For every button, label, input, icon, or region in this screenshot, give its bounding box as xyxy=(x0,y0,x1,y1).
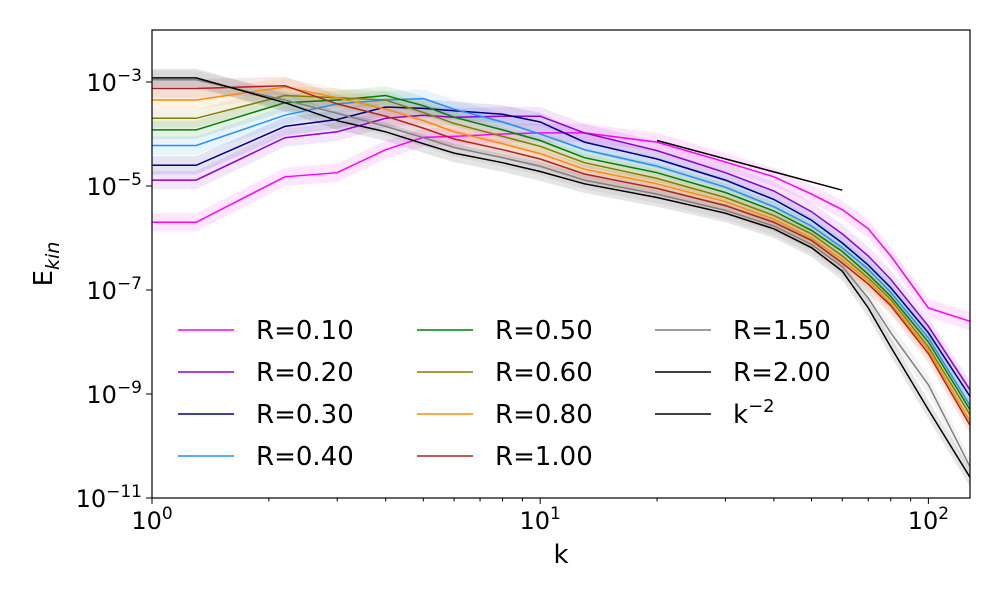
x-axis-ticks: 100 101 102 xyxy=(131,498,949,535)
reference-line-group xyxy=(656,139,843,191)
series-line-8 xyxy=(152,84,971,426)
x-tick-label: 102 xyxy=(908,504,949,535)
legend-ref-exponent: −2 xyxy=(748,396,775,417)
y-tick-base: 10 xyxy=(86,381,117,409)
series-line-10 xyxy=(152,77,971,478)
y-tick-label: 10−7 xyxy=(86,274,142,305)
y-tick-base: 10 xyxy=(86,69,117,97)
y-tick-label: 10−5 xyxy=(86,170,142,201)
y-tick-base: 10 xyxy=(86,277,117,305)
y-tick-exponent: −5 xyxy=(117,170,142,190)
legend-ref-base: k xyxy=(733,400,748,430)
legend-label-3: R=0.30 xyxy=(256,400,354,430)
x-tick-exponent: 2 xyxy=(938,504,949,524)
legend-label-6: R=0.60 xyxy=(495,358,593,388)
band-1 xyxy=(152,123,970,331)
series-line-2 xyxy=(152,114,971,391)
y-tick-exponent: −3 xyxy=(117,66,142,86)
y-tick-label: 10−3 xyxy=(86,66,142,97)
x-tick-label: 101 xyxy=(520,504,561,535)
y-tick-exponent: −11 xyxy=(106,482,142,502)
legend-label-5: R=0.50 xyxy=(495,316,593,346)
x-tick-exponent: 1 xyxy=(550,504,561,524)
reference-line-k-2 xyxy=(656,139,843,191)
series-lines xyxy=(152,77,971,478)
x-tick-base: 10 xyxy=(520,507,551,535)
y-tick-base: 10 xyxy=(86,173,117,201)
legend-label-8: R=1.00 xyxy=(495,442,593,472)
legend-label-4: R=0.40 xyxy=(256,442,354,472)
legend-label-2: R=0.20 xyxy=(256,358,354,388)
y-tick-label: 10−11 xyxy=(76,482,142,513)
y-tick-base: 10 xyxy=(76,485,107,513)
y-tick-exponent: −9 xyxy=(117,378,142,398)
legend-label-9: R=1.50 xyxy=(733,316,831,346)
series-line-9 xyxy=(152,79,971,468)
x-tick-exponent: 0 xyxy=(162,504,173,524)
legend: R=0.10 R=0.20 R=0.30 R=0.40 R=0.50 R=0.60 R=0.… xyxy=(178,316,831,472)
y-tick-exponent: −7 xyxy=(117,274,142,294)
band-2 xyxy=(152,106,970,399)
series-line-3 xyxy=(152,106,971,397)
legend-label-11: k−2 xyxy=(733,396,775,430)
series-line-7 xyxy=(152,86,971,422)
legend-label-10: R=2.00 xyxy=(733,358,831,388)
x-tick-base: 10 xyxy=(908,507,939,535)
y-tick-label: 10−9 xyxy=(86,378,142,409)
plot-frame xyxy=(151,29,971,499)
series-line-5 xyxy=(152,94,971,411)
x-tick-base: 10 xyxy=(131,507,162,535)
y-axis-ticks: 10−310−510−710−910−11 xyxy=(76,66,152,513)
band-5 xyxy=(152,86,970,419)
legend-label-7: R=0.80 xyxy=(495,400,593,430)
y-axis-label: Ekin xyxy=(29,242,64,287)
legend-label-1: R=0.10 xyxy=(256,316,354,346)
x-tick-label: 100 xyxy=(131,504,172,535)
x-axis-label: k xyxy=(553,540,568,570)
